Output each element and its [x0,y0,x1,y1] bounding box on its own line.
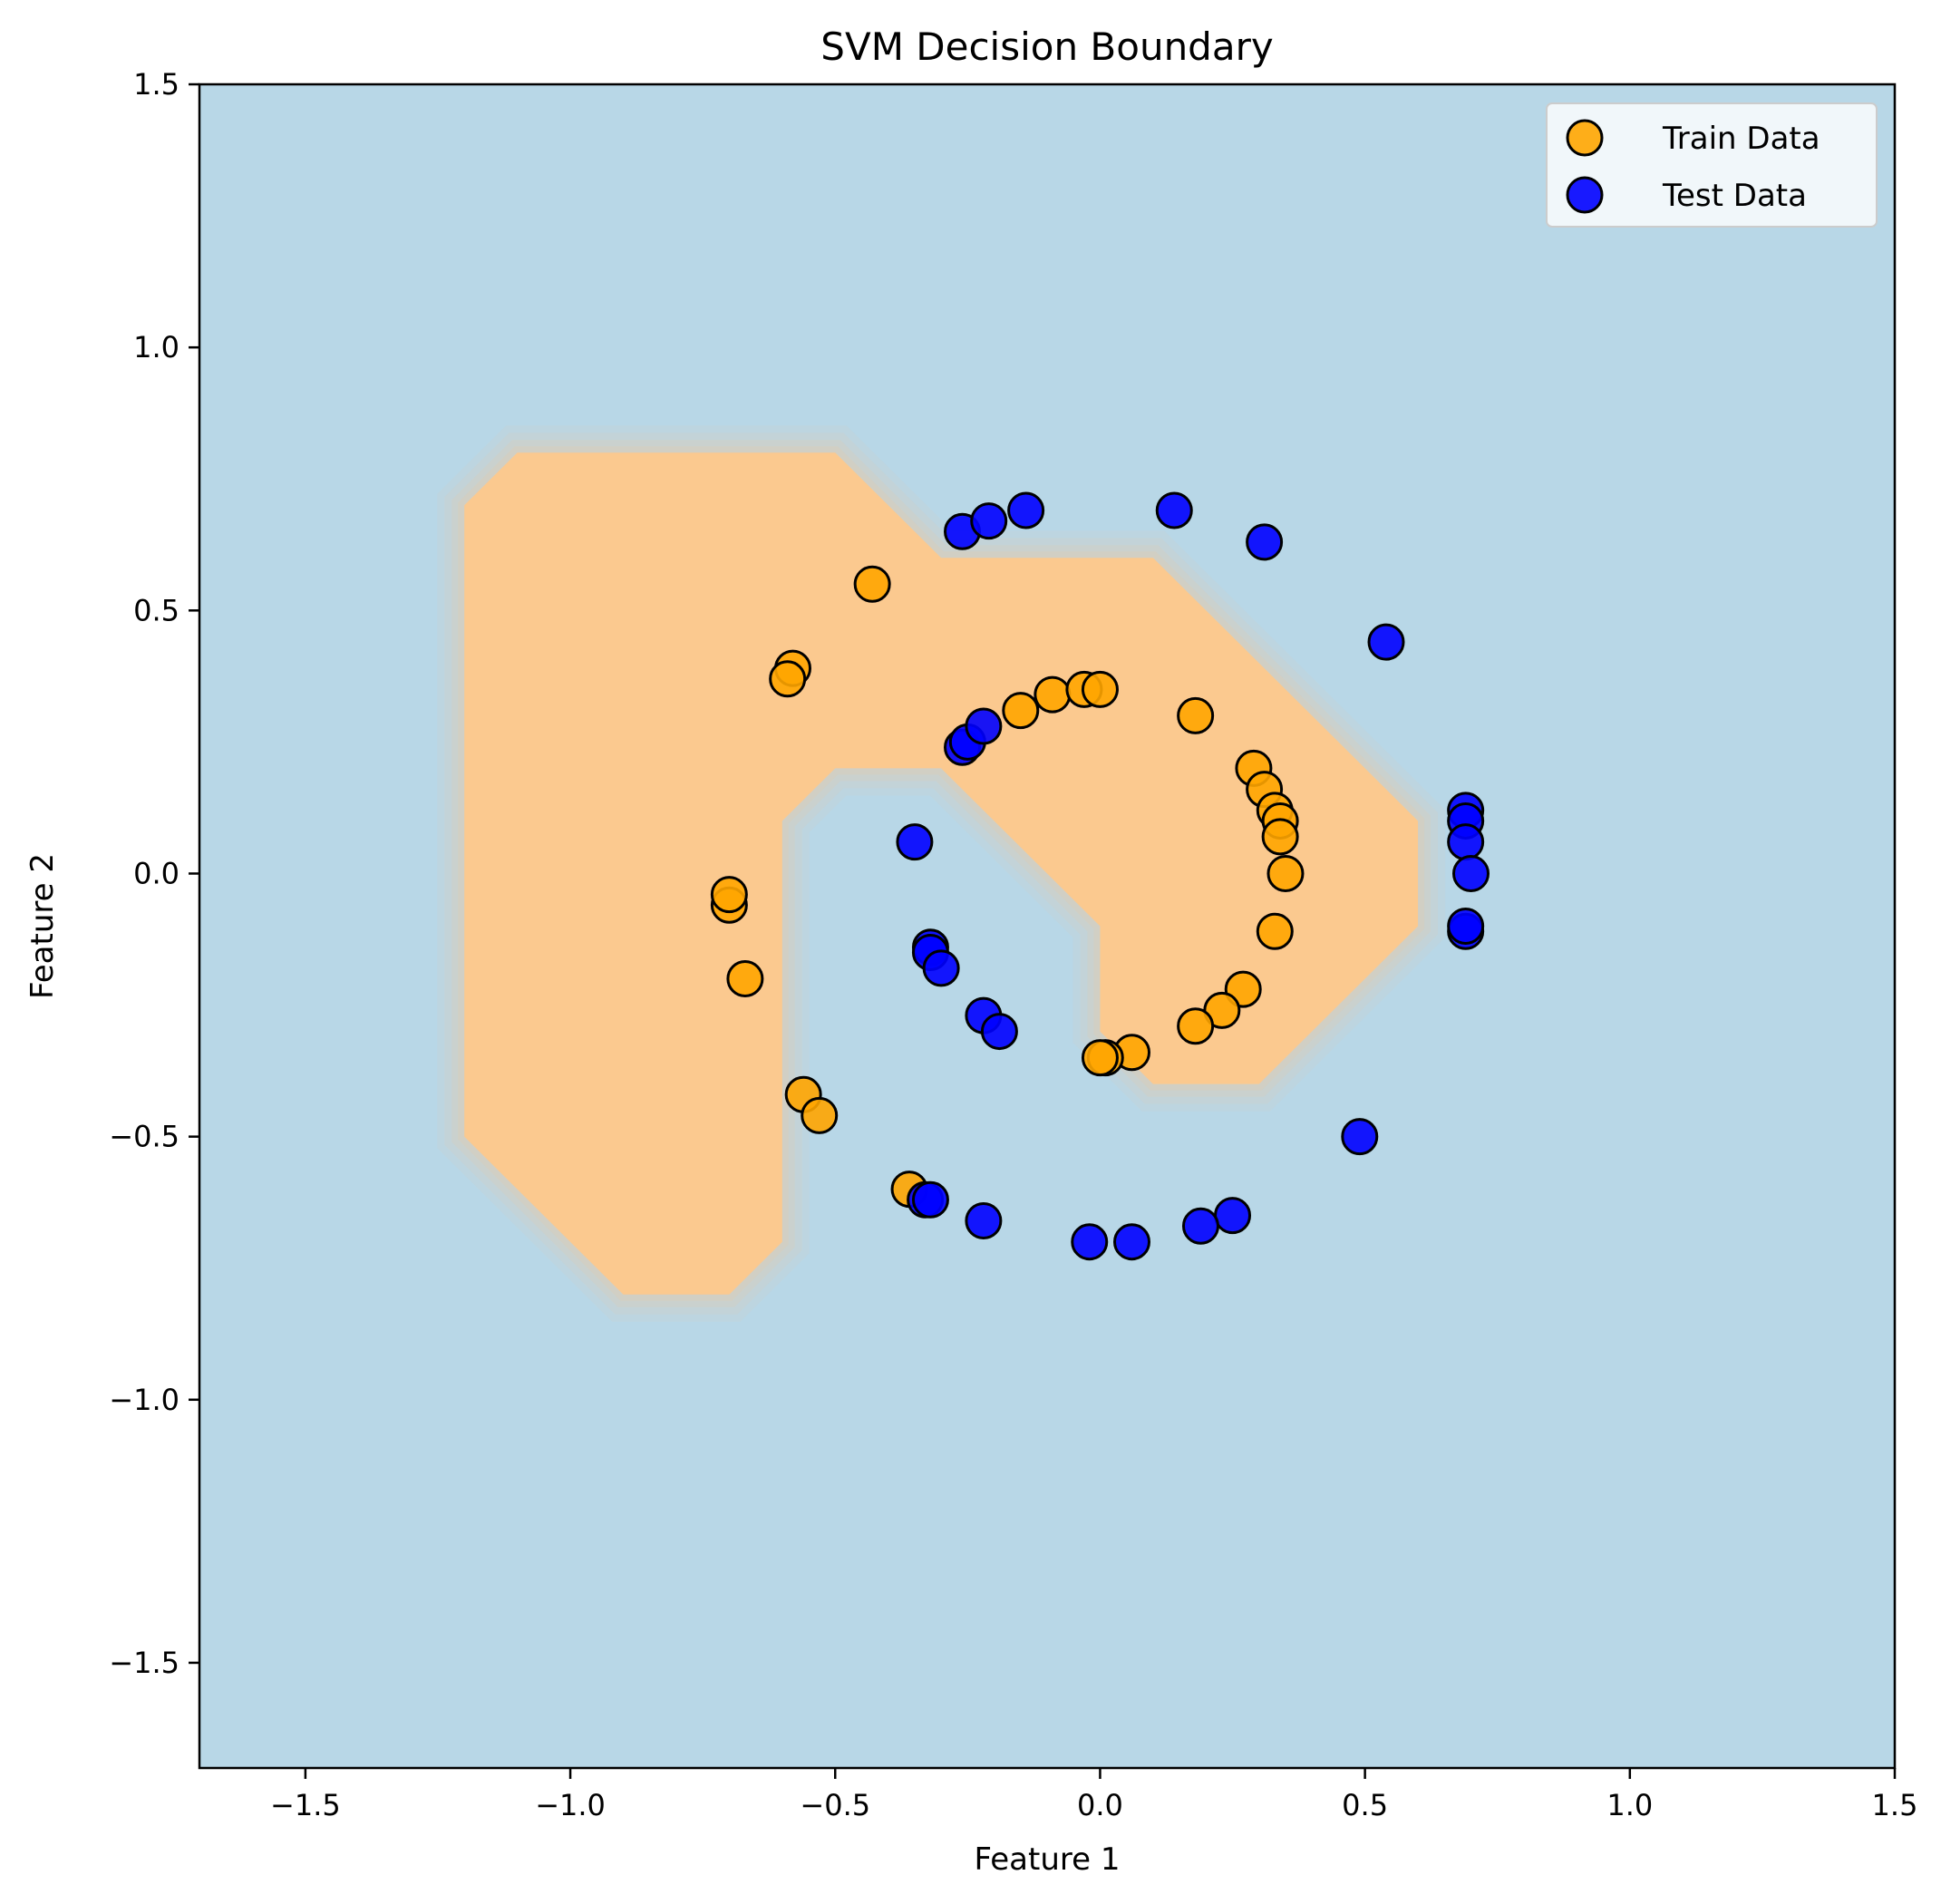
train-data-point [726,960,764,998]
test-data-point [1113,1223,1150,1261]
y-tick-label: −1.0 [109,1383,180,1417]
y-tick-label: 0.5 [133,593,180,627]
x-tick-label: −0.5 [800,1788,870,1822]
legend: Train Data Test Data [1546,102,1878,228]
test-data-point [1341,1118,1379,1156]
test-data-point [1452,854,1490,892]
x-tick-label: 0.0 [1077,1788,1123,1822]
train-data-point [1261,818,1299,856]
x-tick-label: −1.0 [535,1788,606,1822]
train-data-point [1002,692,1040,730]
legend-label: Test Data [1662,178,1807,214]
test-data-point [980,1013,1018,1051]
y-tick-label: 1.5 [133,67,180,102]
x-tick-label: −1.5 [270,1788,341,1822]
chart-title: SVM Decision Boundary [820,24,1273,69]
test-data-point [965,707,1003,745]
train-data-point [710,876,748,914]
train-data-point [1177,696,1215,734]
train-data-point [1081,670,1119,708]
y-axis-label: Feature 2 [24,853,61,999]
test-data-point [1367,623,1405,661]
test-data-point [1447,908,1485,945]
x-tick-label: 1.5 [1872,1788,1918,1822]
test-data-point [965,1201,1003,1239]
train-data-point [1267,854,1305,892]
test-data-point [896,823,934,861]
train-data-point [1081,1039,1119,1077]
train-data-point [769,660,807,698]
test-data-point [1246,523,1284,561]
axes-frame [198,83,1897,1770]
y-tick-label: −1.5 [109,1646,180,1680]
y-tick-label: −0.5 [109,1120,180,1154]
legend-marker [1566,176,1604,214]
test-data-point [1447,823,1485,861]
test-data-point [1007,491,1045,529]
x-tick-label: 1.0 [1606,1788,1653,1822]
legend-marker [1566,119,1604,157]
test-data-point [1214,1197,1252,1235]
decision-region [464,452,1419,1295]
x-tick-label: 0.5 [1342,1788,1388,1822]
x-axis-label: Feature 1 [975,1841,1121,1878]
plot-area: −1.5 −1.0 −0.5 0.0 0.5 1.0 1.5 −1.5 −1.0 −0.5 0.0 0… [109,67,1917,1822]
legend-box [1546,102,1878,228]
test-data-point [922,949,960,987]
series-test [896,491,1490,1261]
train-data-point [1177,1007,1215,1045]
train-data-point [853,565,891,603]
train-data-point [1034,675,1072,714]
test-data-point [970,502,1008,540]
y-tick-label: 1.0 [133,330,180,364]
test-data-point [911,1180,949,1219]
test-data-point [1071,1223,1109,1261]
test-data-point [1155,491,1193,529]
series-train [710,565,1305,1209]
test-data-point [1181,1207,1219,1245]
train-data-point [801,1096,839,1134]
train-data-point [1256,912,1294,950]
legend-label: Train Data [1662,121,1820,157]
y-tick-label: 0.0 [133,856,180,890]
